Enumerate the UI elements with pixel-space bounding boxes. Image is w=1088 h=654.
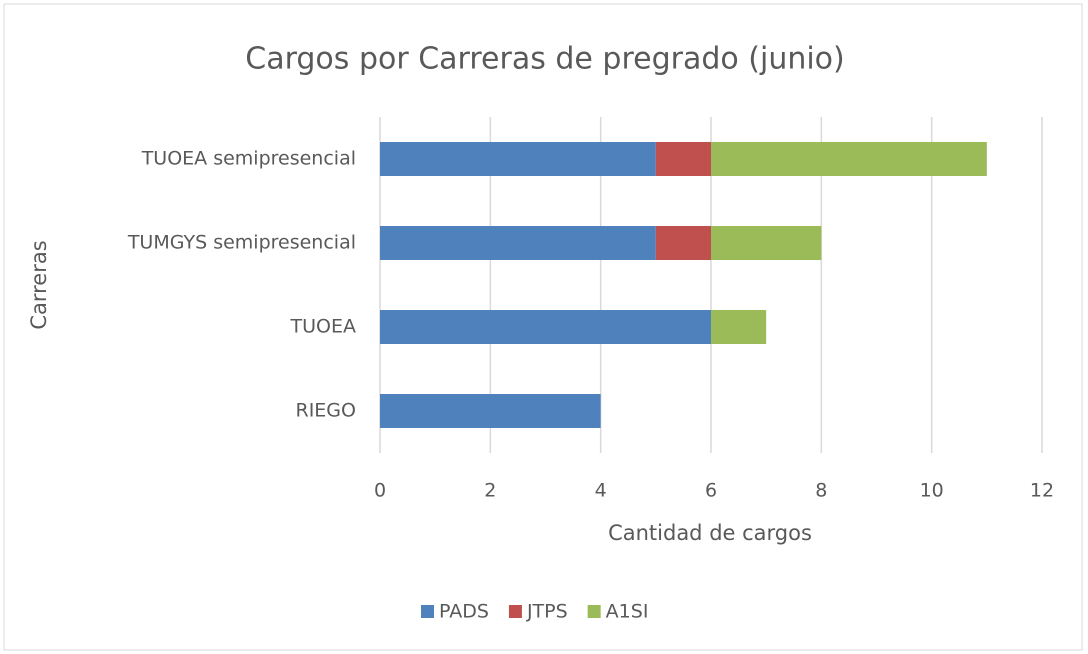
x-tick-label: 8 — [815, 480, 827, 502]
x-axis-label: Cantidad de cargos — [608, 521, 812, 545]
y-tick-label: RIEGO — [296, 400, 357, 422]
bar-segment — [655, 226, 711, 260]
legend-label: PADS — [439, 601, 489, 623]
chart-title: Cargos por Carreras de pregrado (junio) — [245, 42, 845, 77]
bar-segment — [711, 310, 767, 344]
x-tick-label: 12 — [1030, 480, 1054, 502]
bar-segment — [380, 394, 601, 428]
bar-segment — [380, 226, 656, 260]
y-tick-label: TUOEA — [290, 316, 356, 338]
y-tick-label: TUMGYS semipresencial — [127, 232, 356, 254]
bar-segment — [711, 226, 822, 260]
bar-segment — [711, 142, 987, 176]
legend-label: A1SI — [606, 601, 649, 623]
bar-segment — [380, 142, 656, 176]
legend-swatch — [587, 605, 601, 618]
y-axis-label: Carreras — [27, 240, 51, 329]
legend-swatch — [508, 605, 522, 618]
bar-segment — [655, 142, 711, 176]
x-tick-label: 2 — [484, 480, 496, 502]
legend-swatch — [421, 605, 434, 618]
x-tick-label: 6 — [705, 480, 717, 502]
x-tick-label: 4 — [595, 480, 607, 502]
bar-segment — [380, 310, 711, 344]
x-tick-label: 10 — [920, 480, 944, 502]
legend-label: JTPS — [526, 601, 568, 623]
y-tick-label: TUOEA semipresencial — [141, 148, 356, 170]
x-tick-label: 0 — [374, 480, 386, 502]
